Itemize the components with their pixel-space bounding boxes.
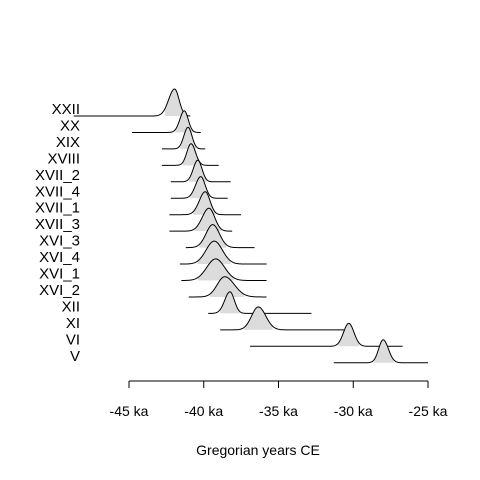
y-label-xvii-4: XVII_4 — [35, 183, 80, 200]
y-label-xxii: XXII — [52, 101, 80, 118]
ridge-xvi-3 — [185, 224, 255, 249]
y-label-xvi-1: XVI_1 — [39, 266, 80, 283]
ridge-xvii-3 — [169, 207, 233, 232]
y-label-xvi-3: XVI_3 — [39, 233, 80, 250]
y-label-xx: XX — [60, 117, 80, 134]
ridge-xxii — [73, 88, 191, 117]
ridge-xvii-4 — [170, 176, 228, 199]
ridge-fill-xi — [244, 306, 273, 330]
ridges-group — [73, 88, 428, 364]
ridge-xx — [131, 110, 201, 133]
y-label-xvii-3: XVII_3 — [35, 216, 80, 233]
ridge-xvii-1 — [169, 191, 242, 216]
y-label-vi: VI — [66, 331, 80, 348]
y-label-xviii: XVIII — [47, 150, 80, 167]
ridge-xvii-2 — [170, 159, 231, 183]
y-label-xix: XIX — [56, 134, 80, 151]
y-label-xvi-2: XVI_2 — [39, 282, 80, 299]
ridge-fill-xix — [179, 127, 197, 149]
x-tick-label: -40 ka — [184, 403, 223, 419]
y-labels-group: XXIIXXXIXXVIIIXVII_2XVII_4XVII_1XVII_3XV… — [35, 101, 80, 365]
ridge-xi — [220, 306, 354, 331]
x-tick-label: -30 ka — [334, 403, 373, 419]
y-label-v: V — [70, 348, 80, 365]
ridge-fill-xvi-3 — [199, 224, 227, 248]
ridge-fill-xvi-4 — [197, 241, 231, 265]
ridge-xviii — [161, 143, 219, 166]
ridge-fill-xii — [220, 291, 240, 314]
ridge-fill-vi — [338, 323, 360, 347]
x-ticks-group: -45 ka -40 ka -35 ka -30 ka -25 ka — [110, 381, 448, 419]
ridge-fill-xvi-2 — [209, 276, 245, 297]
ridge-xvi-1 — [181, 258, 267, 281]
x-tick-label: -25 ka — [409, 403, 448, 419]
y-label-xvii-1: XVII_1 — [35, 200, 80, 217]
ridge-fill-v — [374, 339, 394, 363]
x-axis-label: Gregorian years CE — [196, 442, 320, 458]
x-axis: -45 ka -40 ka -35 ka -30 ka -25 ka — [110, 380, 448, 419]
y-label-xvii-2: XVII_2 — [35, 167, 80, 184]
ridge-xvi-2 — [188, 276, 267, 298]
y-label-xii: XII — [62, 298, 80, 315]
ridge-xvi-4 — [179, 240, 267, 265]
ridge-v — [333, 339, 428, 364]
ridge-fill-xvi-1 — [197, 258, 234, 281]
ridge-fill-xvii-2 — [188, 160, 207, 182]
ridge-xix — [161, 126, 206, 150]
x-tick-label: -35 ka — [259, 403, 298, 419]
x-tick-label: -45 ka — [110, 403, 149, 419]
ridge-fill-xviii — [182, 143, 200, 166]
y-label-xi: XI — [66, 315, 80, 332]
y-label-xvi-4: XVI_4 — [39, 249, 80, 266]
ridge-vi — [250, 322, 403, 347]
